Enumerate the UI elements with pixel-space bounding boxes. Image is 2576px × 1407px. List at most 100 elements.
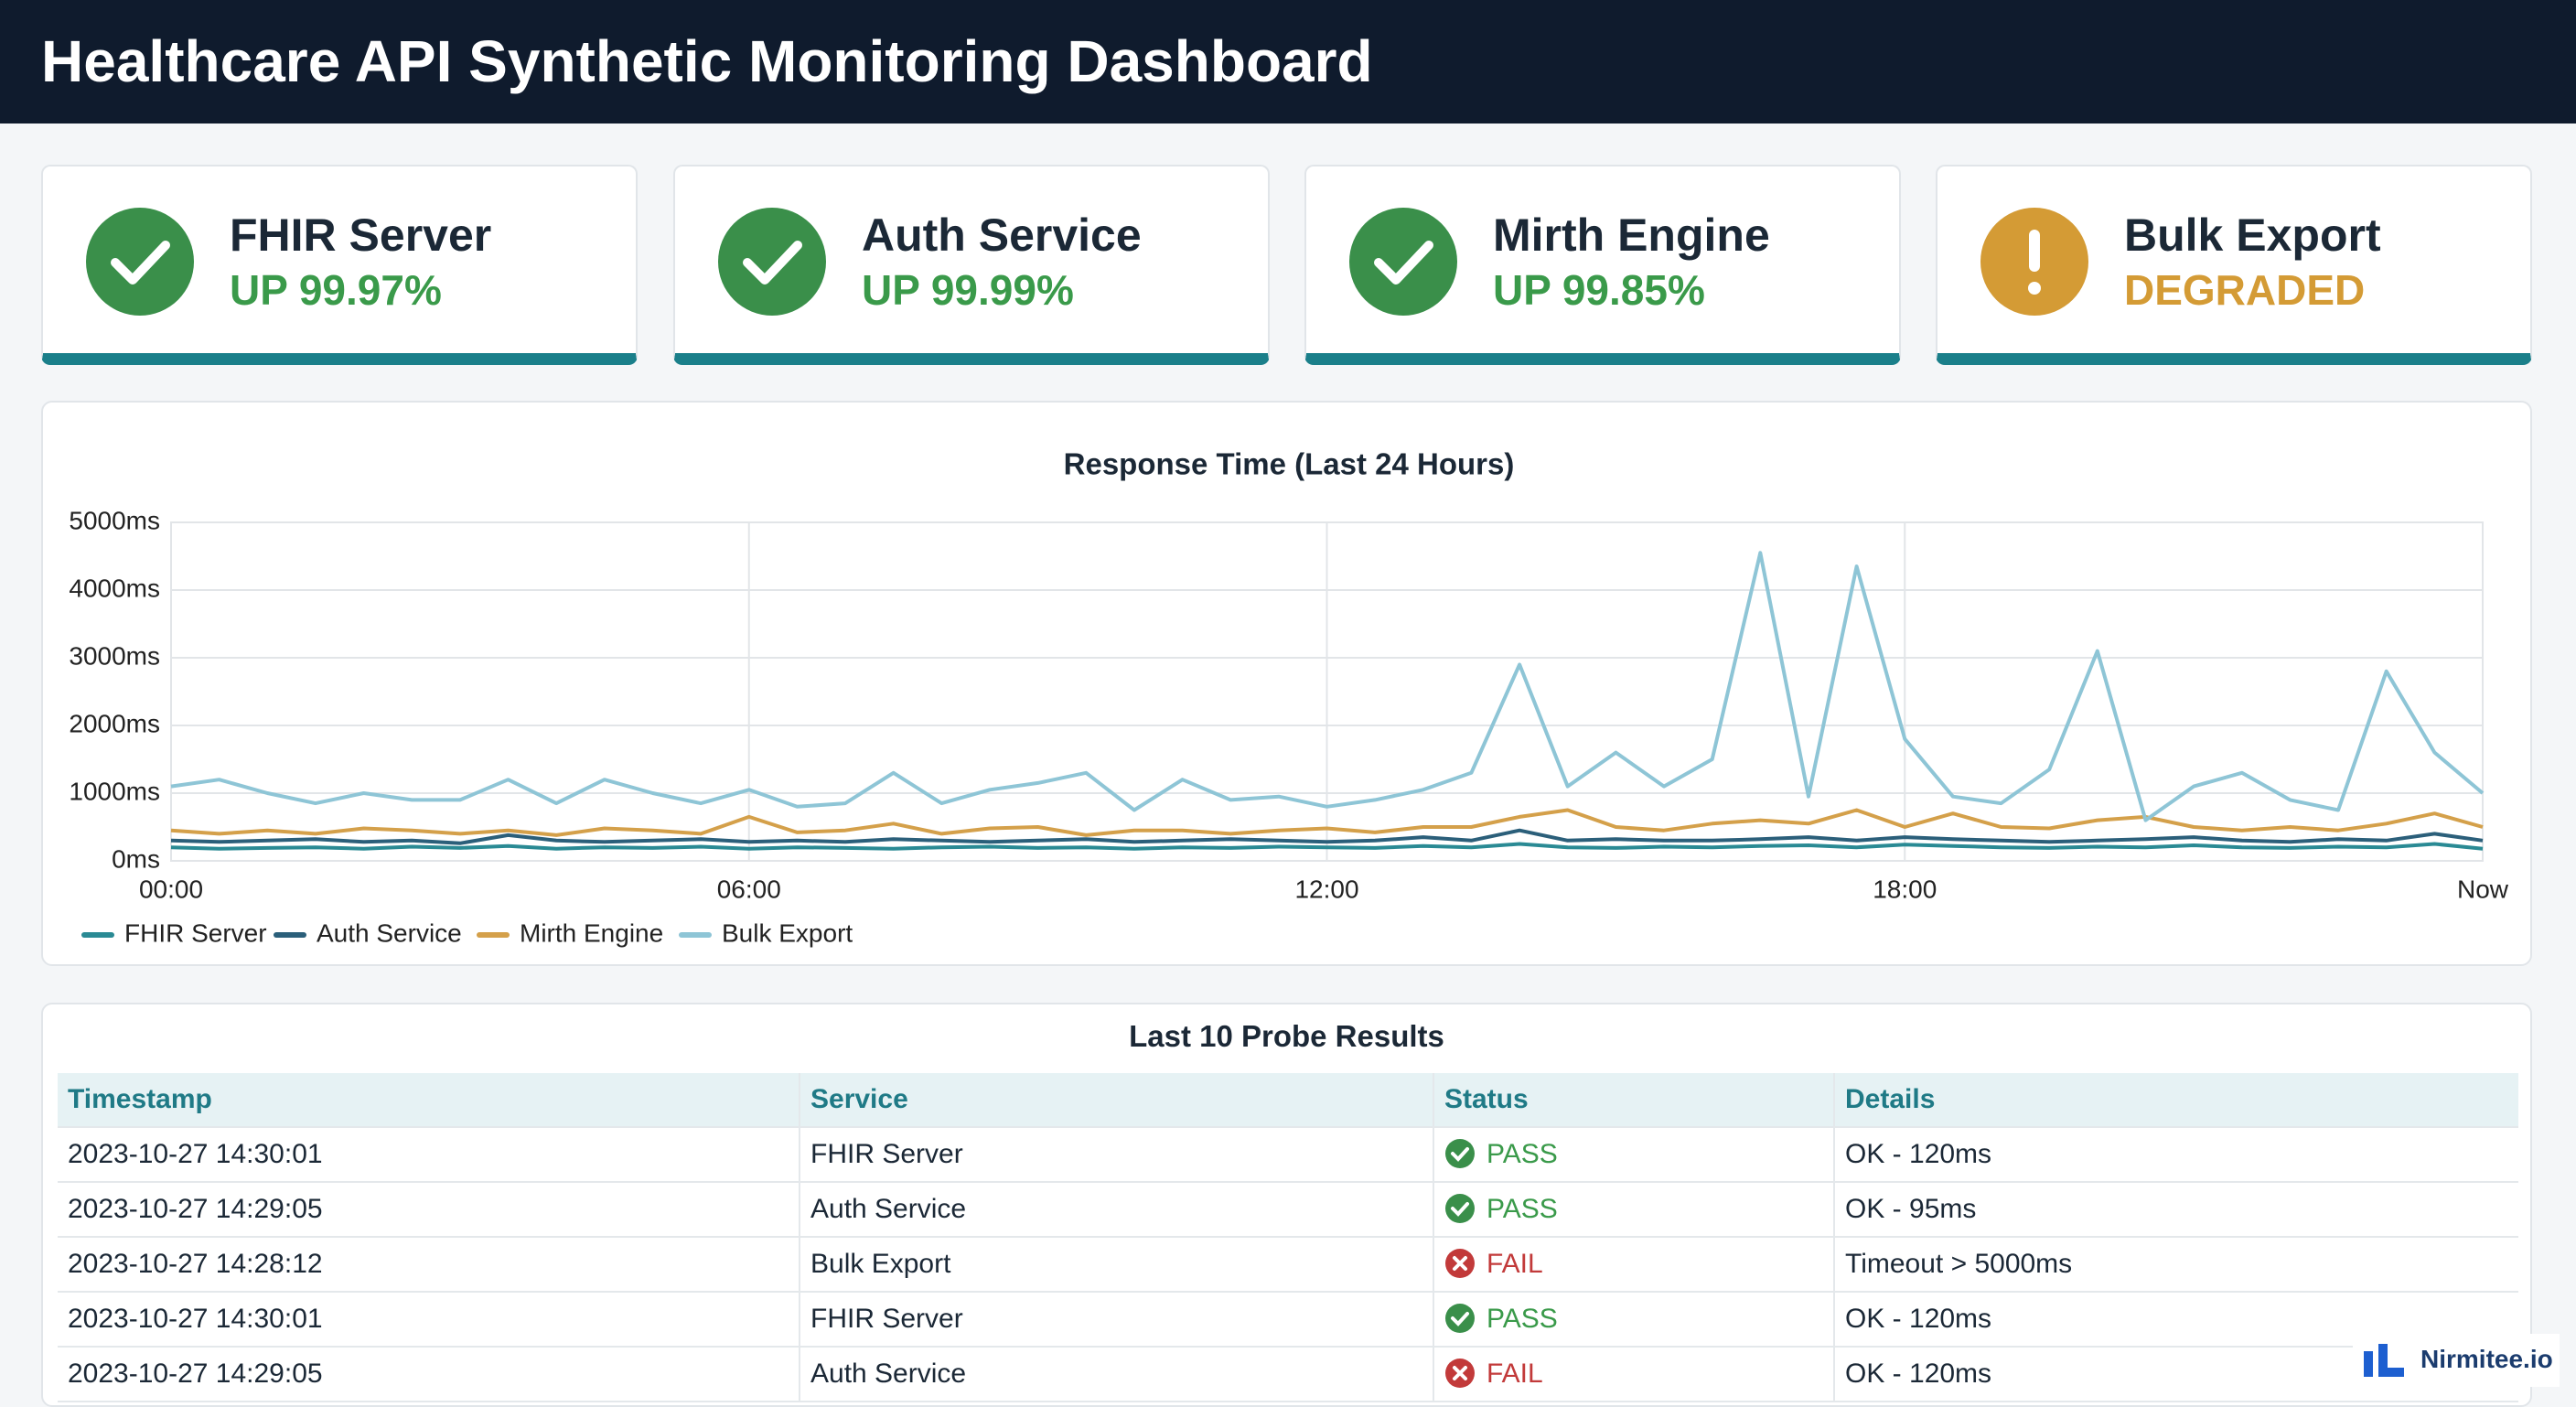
logo-icon [2364,1344,2404,1377]
logo: Nirmitee.io [2353,1334,2560,1387]
table-row: 2023-10-27 14:29:05 Auth Service FAIL OK - … [58,1348,2518,1402]
column-header: Timestamp [68,1084,212,1114]
cell-text: PASS [1487,1304,1558,1334]
cell-text: Timeout > 5000ms [1845,1249,2073,1279]
table-cell: OK - 120ms [1833,1348,2518,1401]
cell-text: 2023-10-27 14:28:12 [68,1249,323,1279]
y-tick-label: 4000ms [69,574,160,602]
service-name: Mirth Engine [1493,209,1770,261]
cell-text: OK - 120ms [1845,1359,1992,1389]
status-card: Auth Service UP 99.99% [673,165,1270,365]
chart-panel: Response Time (Last 24 Hours) 0ms 1000ms 2… [41,401,2532,966]
cell-text: 2023-10-27 14:30:01 [68,1304,323,1334]
table-cell: Auth Service [799,1183,1433,1236]
table-cell: PASS [1433,1183,1833,1236]
pass-icon [1445,1194,1475,1224]
table-cell: FAIL [1433,1238,1833,1291]
pass-icon [1445,1304,1475,1334]
cell-text: OK - 95ms [1845,1194,1977,1224]
column-header: Status [1433,1073,1833,1126]
cell-text: PASS [1487,1139,1558,1169]
cell-text: 2023-10-27 14:30:01 [68,1139,323,1169]
cell-text: Bulk Export [810,1249,951,1279]
legend-label: Auth Service [317,918,462,947]
column-header: Details [1833,1073,2518,1126]
cell-text: 2023-10-27 14:29:05 [68,1359,323,1389]
y-tick-label: 3000ms [69,641,160,670]
x-tick-label: 12:00 [1294,875,1358,903]
table-cell: 2023-10-27 14:30:01 [58,1293,799,1346]
service-status: UP 99.97% [230,266,442,314]
table-cell: FAIL [1433,1348,1833,1401]
service-status: UP 99.85% [1493,266,1705,314]
x-tick-label: 06:00 [717,875,781,903]
chart-title: Response Time (Last 24 Hours) [1064,447,1515,481]
y-tick-label: 2000ms [69,709,160,737]
table-title: Last 10 Probe Results [1129,1019,1444,1053]
table-row: 2023-10-27 14:29:05 Auth Service PASS OK - … [58,1183,2518,1238]
title: Healthcare API Synthetic Monitoring Dash… [41,28,1373,94]
cell-text: FAIL [1487,1359,1543,1389]
column-header: Service [799,1073,1433,1126]
logo-text: Nirmitee.io [2420,1345,2553,1373]
cell-text: PASS [1487,1194,1558,1224]
legend-label: Bulk Export [722,918,853,947]
table-cell: Bulk Export [799,1238,1433,1291]
table-header: Timestamp Service Status Details [58,1073,2518,1128]
y-tick-label: 5000ms [69,506,160,534]
ok-icon [1349,208,1457,316]
table-cell: FHIR Server [799,1128,1433,1181]
cell-text: Auth Service [810,1359,967,1389]
table-cell: 2023-10-27 14:29:05 [58,1348,799,1401]
y-tick-label: 0ms [112,844,160,873]
cell-text: Auth Service [810,1194,967,1224]
cell-text: 2023-10-27 14:29:05 [68,1194,323,1224]
table-cell: 2023-10-27 14:29:05 [58,1183,799,1236]
service-name: Auth Service [862,209,1142,261]
status-card: FHIR Server UP 99.97% [41,165,638,365]
legend-label: FHIR Server [124,918,267,947]
x-tick-label: Now [2457,875,2509,903]
fail-icon [1445,1249,1475,1279]
cell-text: FHIR Server [810,1304,963,1334]
x-tick-label: 00:00 [139,875,203,903]
service-status: DEGRADED [2124,266,2366,314]
table-panel: Last 10 Probe Results Timestamp Service … [41,1003,2532,1407]
table-row: 2023-10-27 14:30:01 FHIR Server PASS OK - 1… [58,1128,2518,1183]
series-line [170,828,2484,845]
y-tick-label: 1000ms [69,777,160,805]
table-cell: OK - 95ms [1833,1183,2518,1236]
table-cell: 2023-10-27 14:30:01 [58,1128,799,1181]
series-line [170,808,2484,837]
cell-text: FHIR Server [810,1139,963,1169]
header: Healthcare API Synthetic Monitoring Dash… [0,0,2576,124]
status-card: Bulk Export DEGRADED [1936,165,2532,365]
table-row: 2023-10-27 14:28:12 Bulk Export FAIL Timeou… [58,1238,2518,1293]
table-cell: Timeout > 5000ms [1833,1238,2518,1291]
table-cell: Auth Service [799,1348,1433,1401]
fail-icon [1445,1359,1475,1389]
table-cell: PASS [1433,1293,1833,1346]
table-cell: OK - 120ms [1833,1293,2518,1346]
ok-icon [718,208,826,316]
table-cell: FHIR Server [799,1293,1433,1346]
service-status: UP 99.99% [862,266,1074,314]
series-line [170,842,2484,851]
service-name: FHIR Server [230,209,492,261]
x-tick-label: 18:00 [1873,875,1937,903]
table-cell: OK - 120ms [1833,1128,2518,1181]
cell-text: OK - 120ms [1845,1139,1992,1169]
series-line [170,551,2485,822]
cell-text: OK - 120ms [1845,1304,1992,1334]
table-cell: PASS [1433,1128,1833,1181]
chart: Response Time (Last 24 Hours) 0ms 1000ms 2… [69,447,2509,948]
warn-icon [1980,208,2088,316]
legend-label: Mirth Engine [520,918,663,947]
table-row: 2023-10-27 14:30:01 FHIR Server PASS OK - 1… [58,1293,2518,1348]
status-card: Mirth Engine UP 99.85% [1304,165,1901,365]
service-name: Bulk Export [2124,209,2381,261]
cell-text: FAIL [1487,1249,1543,1279]
table-cell: 2023-10-27 14:28:12 [58,1238,799,1291]
ok-icon [86,208,194,316]
